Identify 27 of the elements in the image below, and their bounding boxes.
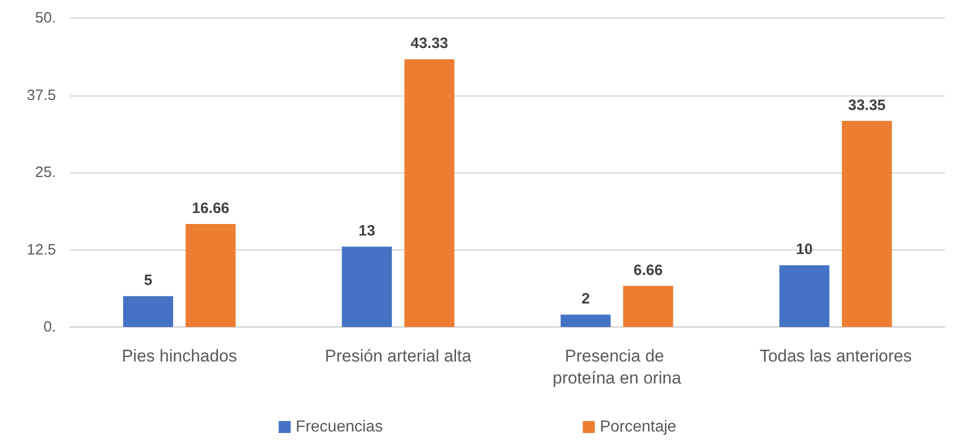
bar bbox=[560, 314, 611, 327]
x-tick-label: Todas las anteriores bbox=[760, 346, 912, 366]
legend-label: Porcentaje bbox=[600, 418, 676, 436]
data-label: 16.66 bbox=[192, 200, 230, 218]
bar bbox=[779, 265, 830, 327]
data-label: 2 bbox=[581, 290, 590, 308]
data-label: 33.35 bbox=[848, 96, 886, 114]
x-tick-label: Pies hinchados bbox=[122, 346, 238, 366]
y-tick-label: 12.5 bbox=[26, 241, 56, 258]
data-label: 43.33 bbox=[410, 35, 448, 52]
data-label: 13 bbox=[358, 222, 376, 240]
data-label: 5 bbox=[144, 272, 152, 290]
y-tick-label: 0. bbox=[43, 318, 56, 336]
x-tick-label: Presión arterial alta bbox=[324, 346, 472, 366]
y-tick-label: 25. bbox=[35, 164, 56, 181]
legend-label: Frecuencias bbox=[296, 418, 383, 436]
data-label: 6.66 bbox=[634, 262, 663, 279]
bar bbox=[342, 246, 392, 327]
bar bbox=[623, 286, 674, 327]
bar bbox=[186, 224, 236, 327]
x-tick-label: Presencia de proteína en orina bbox=[552, 346, 682, 388]
bar bbox=[404, 59, 454, 327]
bar bbox=[123, 296, 174, 327]
data-label: 10 bbox=[796, 241, 813, 258]
y-tick-label: 37.5 bbox=[26, 86, 56, 104]
bar bbox=[842, 120, 892, 327]
y-tick-label: 50. bbox=[35, 10, 56, 26]
